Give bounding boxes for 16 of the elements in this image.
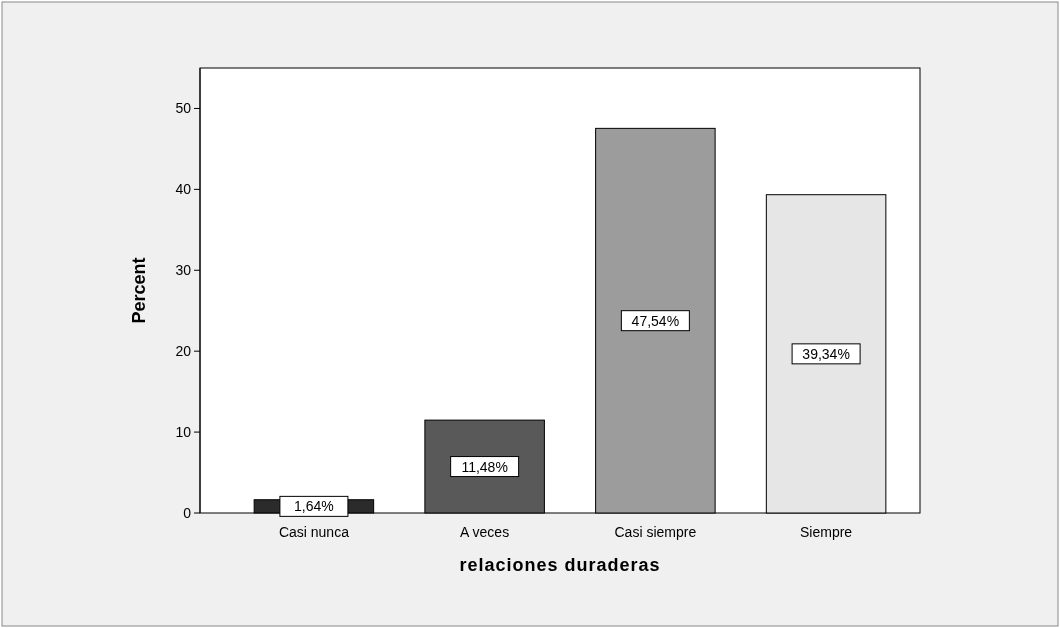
y-tick-label: 20 <box>175 343 192 360</box>
x-axis-title: relaciones duraderas <box>459 555 661 575</box>
x-tick-label: Casi nunca <box>278 524 350 540</box>
x-tick-label: Casi siempre <box>614 524 697 540</box>
x-tick-label: A veces <box>460 524 510 540</box>
y-tick-label: 0 <box>183 505 192 521</box>
y-tick-label: 30 <box>175 262 192 279</box>
y-tick-label: 50 <box>175 100 192 117</box>
data-label: 47,54% <box>631 312 680 329</box>
y-axis-title: Percent <box>129 257 149 324</box>
data-label: 1,64% <box>294 498 334 515</box>
y-tick-label: 10 <box>175 424 192 441</box>
data-label: 39,34% <box>802 345 850 362</box>
data-label: 11,48% <box>461 458 508 475</box>
y-tick-label: 40 <box>175 181 192 198</box>
x-tick-label: Siempre <box>800 524 853 540</box>
